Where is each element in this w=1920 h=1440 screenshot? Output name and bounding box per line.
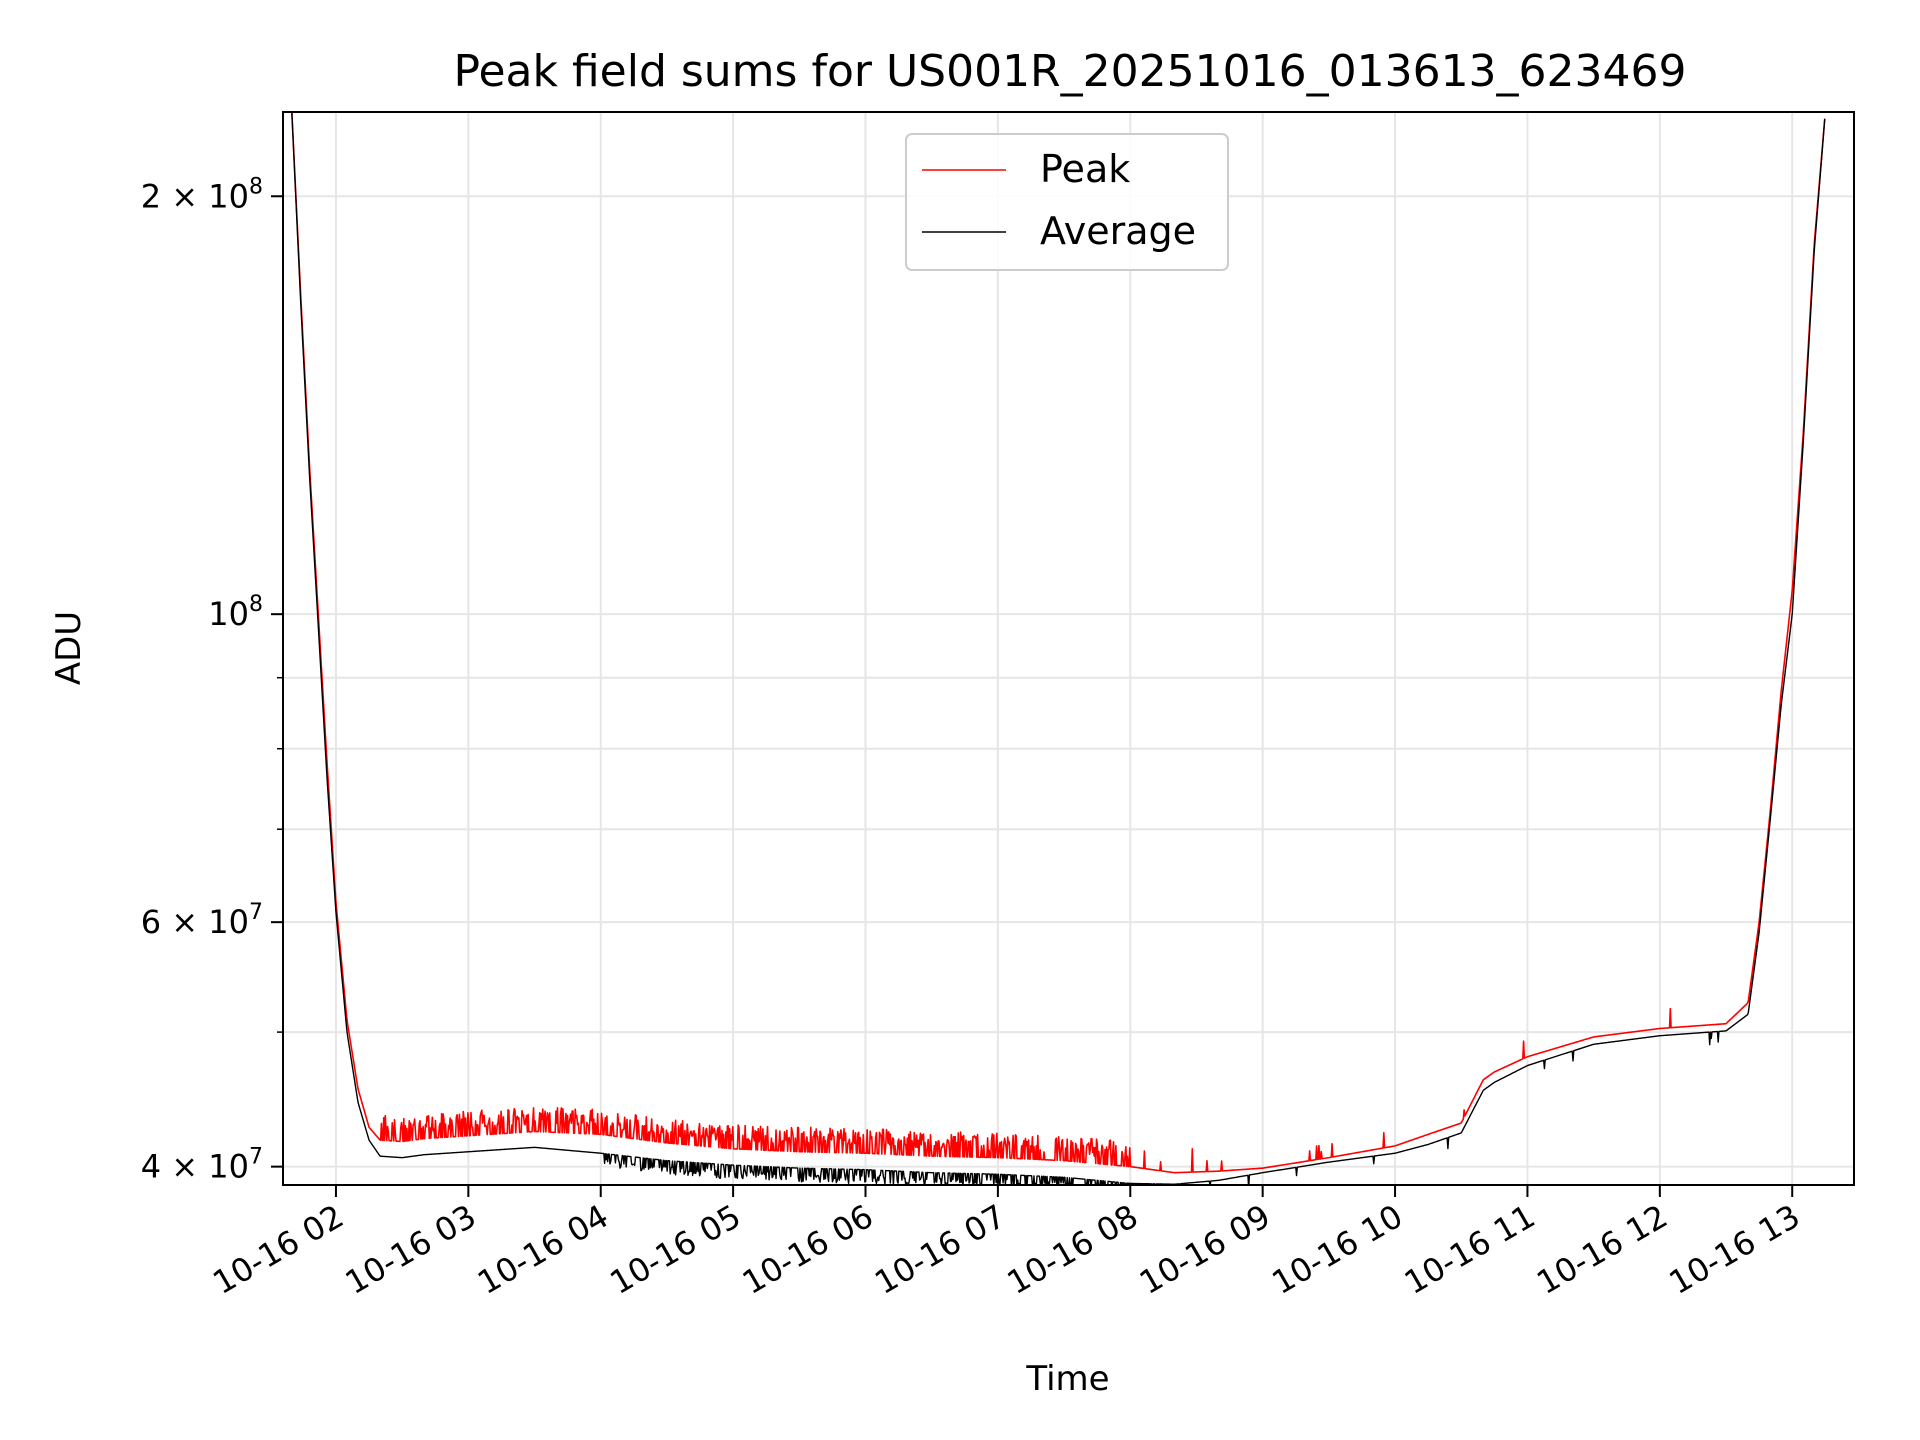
series-line-peak	[291, 112, 1826, 1174]
y-tick-label: 2 × 108	[141, 174, 263, 215]
y-tick-label: 6 × 107	[141, 900, 263, 941]
legend-box	[905, 133, 1229, 271]
chart-title: Peak field sums for US001R_20251016_0136…	[453, 46, 1686, 97]
series-line-average	[291, 112, 1826, 1185]
series-layer	[291, 112, 1826, 1185]
legend: Peak Average	[905, 133, 1229, 271]
y-tick-label: 4 × 107	[141, 1145, 263, 1186]
x-axis-label: Time	[1025, 1359, 1109, 1399]
y-tick-label: 108	[208, 592, 263, 633]
grid-layer	[283, 112, 1854, 1185]
y-axis-label: ADU	[49, 611, 89, 685]
plot-frame	[282, 111, 1855, 1186]
legend-label-peak: Peak	[1040, 147, 1130, 191]
legend-label-average: Average	[1040, 209, 1196, 253]
